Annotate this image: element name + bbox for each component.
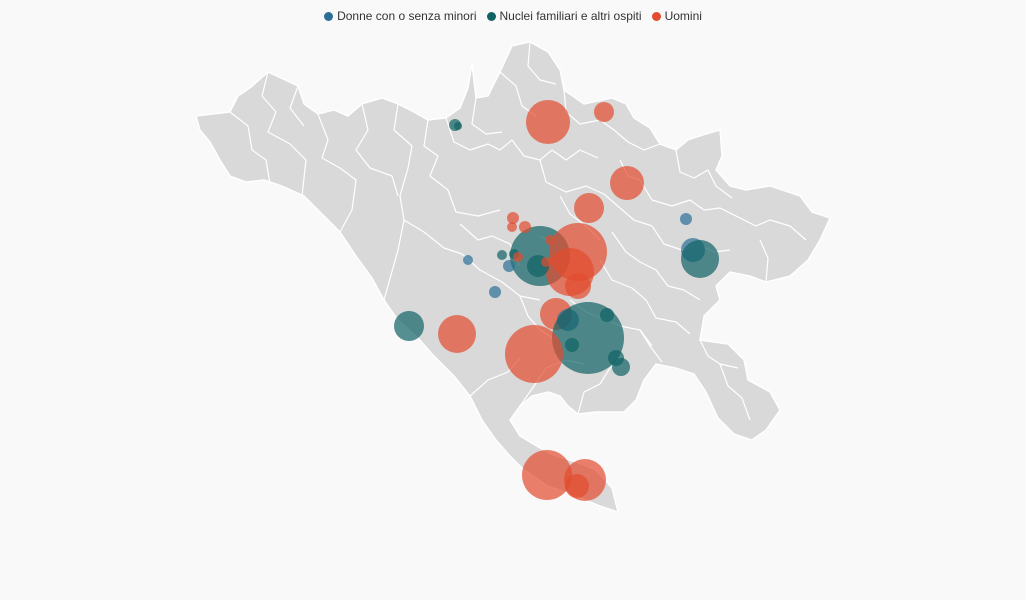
legend-swatch (486, 11, 496, 21)
bubble-marker[interactable] (681, 240, 719, 278)
legend: Donne con o senza minori Nuclei familiari… (0, 9, 1026, 23)
bubble-marker[interactable] (463, 255, 473, 265)
bubble-marker[interactable] (545, 235, 555, 245)
legend-label: Uomini (664, 9, 702, 23)
legend-item: Nuclei familiari e altri ospiti (486, 9, 642, 23)
bubble-marker[interactable] (565, 338, 579, 352)
bubble-layer (394, 100, 719, 501)
legend-item: Donne con o senza minori (324, 9, 477, 23)
bubble-marker[interactable] (541, 257, 551, 267)
bubble-marker[interactable] (454, 122, 462, 130)
region-shape (195, 41, 831, 514)
bubble-marker[interactable] (394, 311, 424, 341)
bubble-marker[interactable] (600, 308, 614, 322)
bubble-marker[interactable] (574, 193, 604, 223)
legend-item: Uomini (651, 9, 702, 23)
legend-swatch (324, 11, 334, 21)
bubble-marker[interactable] (507, 212, 519, 224)
bubble-marker[interactable] (612, 358, 630, 376)
bubble-marker[interactable] (610, 166, 644, 200)
bubble-marker[interactable] (507, 222, 517, 232)
bubble-marker[interactable] (497, 250, 507, 260)
legend-label: Donne con o senza minori (337, 9, 477, 23)
bubble-marker[interactable] (503, 260, 515, 272)
legend-label: Nuclei familiari e altri ospiti (499, 9, 642, 23)
bubble-marker[interactable] (594, 102, 614, 122)
bubble-marker[interactable] (565, 474, 589, 498)
bubble-marker[interactable] (526, 100, 570, 144)
bubble-marker[interactable] (438, 315, 476, 353)
bubble-marker[interactable] (680, 213, 692, 225)
bubble-marker[interactable] (505, 325, 563, 383)
bubble-marker[interactable] (522, 450, 572, 500)
bubble-marker[interactable] (519, 221, 531, 233)
bubble-marker[interactable] (513, 252, 523, 262)
legend-swatch (651, 11, 661, 21)
bubble-marker[interactable] (489, 286, 501, 298)
bubble-marker[interactable] (565, 273, 591, 299)
